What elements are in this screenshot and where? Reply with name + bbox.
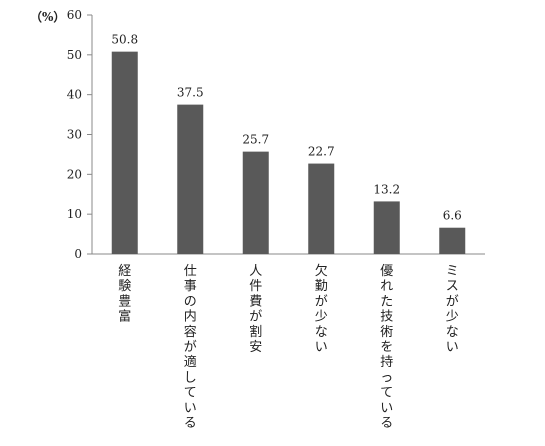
bar — [373, 201, 400, 254]
data-label: 25.7 — [242, 133, 269, 147]
y-tick-label: 60 — [67, 8, 82, 22]
bar — [242, 151, 269, 254]
bar — [308, 163, 335, 254]
category-label: 仕事の内容が適している — [184, 264, 197, 431]
data-label: 37.5 — [177, 86, 204, 100]
y-tick-label: 50 — [67, 48, 82, 62]
bar — [439, 227, 466, 254]
y-tick-label: 10 — [67, 207, 82, 221]
data-label: 6.6 — [443, 209, 462, 223]
bars — [111, 51, 466, 254]
category-labels: 経験豊富 仕事の内容が適している 人件費が割安 欠勤が少ない 優れた技術を持っている ミス… — [118, 263, 459, 431]
y-tick-label: 0 — [74, 247, 82, 261]
y-tick-label: 30 — [67, 128, 82, 142]
y-axis-unit-label: （%） — [30, 9, 65, 24]
data-label: 50.8 — [111, 33, 138, 47]
data-labels: 50.8 37.5 25.7 22.7 13.2 6.6 — [111, 33, 461, 223]
bar — [177, 104, 204, 254]
data-label: 13.2 — [373, 182, 400, 196]
data-label: 22.7 — [308, 145, 335, 159]
category-label: 人件費が割安 — [249, 264, 262, 355]
category-label: 欠勤が少ない — [315, 263, 328, 355]
category-label: 優れた技術を持っている — [380, 264, 393, 431]
bar — [111, 51, 138, 254]
y-tick-label: 40 — [67, 88, 82, 102]
y-tick-label: 20 — [67, 167, 82, 181]
category-label: ミスが少ない — [446, 264, 459, 355]
category-label: 経験豊富 — [118, 264, 131, 325]
y-ticks: 0 10 20 30 40 50 60 — [67, 8, 92, 261]
